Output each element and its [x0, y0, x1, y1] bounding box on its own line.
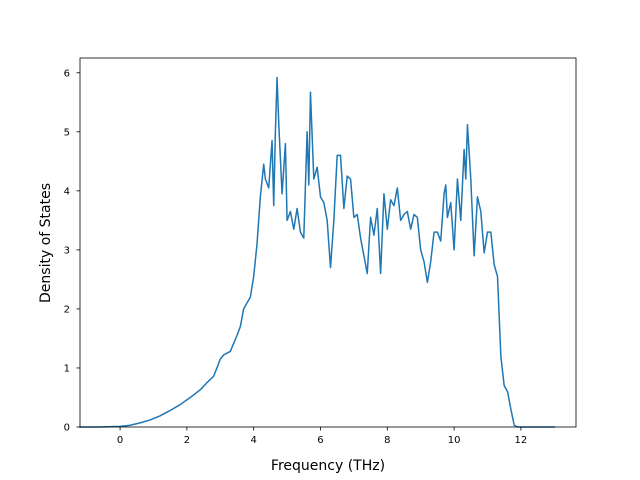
x-tick-label: 8 — [384, 435, 390, 446]
y-axis-label: Density of States — [38, 183, 54, 303]
y-tick-label: 4 — [64, 186, 70, 197]
y-tick-label: 5 — [64, 127, 70, 138]
x-tick-label: 2 — [184, 435, 190, 446]
x-tick-label: 12 — [515, 435, 528, 446]
x-tick-label: 0 — [117, 435, 123, 446]
plot-area — [79, 76, 556, 428]
x-tick-label: 6 — [317, 435, 323, 446]
x-axis: 0 2 4 6 8 10 12 — [117, 427, 527, 446]
x-axis-label: Frequency (THz) — [271, 458, 385, 474]
y-tick-label: 6 — [64, 68, 70, 79]
x-tick-label: 4 — [250, 435, 256, 446]
y-axis: 0 1 2 3 4 5 6 — [64, 68, 80, 434]
y-tick-label: 3 — [64, 245, 70, 256]
y-tick-label: 0 — [64, 423, 70, 434]
x-tick-label: 10 — [448, 435, 461, 446]
y-tick-label: 2 — [64, 304, 70, 315]
axes-frame — [79, 57, 577, 428]
dos-series-line-0 — [79, 76, 556, 428]
y-tick-label: 1 — [64, 363, 70, 374]
